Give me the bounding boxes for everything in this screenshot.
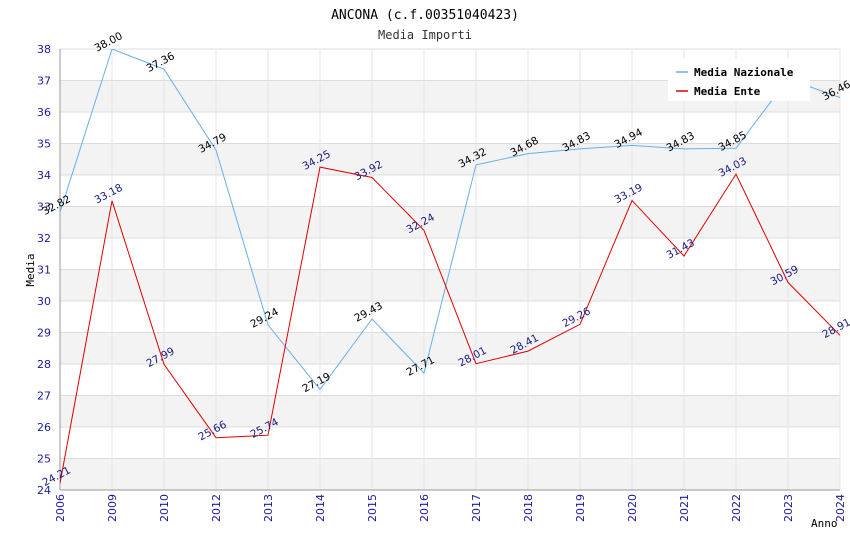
- band-32: [60, 206, 840, 238]
- y-tick-label: 30: [37, 295, 51, 308]
- y-tick-labels: 24 25 26 27 28 29 30 31 32 33 34 35 36 37 38: [37, 43, 51, 497]
- plot-background-bands: [60, 49, 840, 490]
- y-tick-label: 33: [37, 201, 51, 214]
- band-35: [60, 112, 840, 144]
- x-tick-label: 2020: [626, 494, 639, 522]
- band-28: [60, 332, 840, 364]
- series-line-1: [60, 166, 840, 484]
- legend-box: [668, 59, 810, 101]
- chart-title: ANCONA (c.f.00351040423): [331, 8, 519, 23]
- legend-label-ente: Media Ente: [694, 85, 761, 98]
- x-tick-label: 2018: [522, 494, 535, 522]
- band-27: [60, 364, 840, 396]
- x-tick-label: 2006: [54, 494, 67, 522]
- y-tick-label: 32: [37, 232, 51, 245]
- band-31: [60, 238, 840, 270]
- x-tick-label: 2009: [106, 494, 119, 522]
- y-tick-label: 34: [37, 169, 51, 182]
- series-lines: [60, 49, 840, 484]
- x-tick-label: 2021: [678, 494, 691, 522]
- band-26: [60, 395, 840, 427]
- x-tick-label: 2022: [730, 494, 743, 522]
- x-tick-label: 2017: [470, 494, 483, 522]
- series-line-0: [60, 49, 840, 391]
- y-tick-label: 38: [37, 43, 51, 56]
- x-tick-label: 2013: [262, 494, 275, 522]
- band-33: [60, 175, 840, 207]
- y-axis-label: Media: [24, 253, 37, 286]
- x-tick-label: 2014: [314, 494, 327, 522]
- x-tick-label: 2012: [210, 494, 223, 522]
- x-tick-labels: 2006 2009 2010 2012 2013 2014 2015 2016 2017 2018…: [54, 494, 847, 522]
- x-tick-label: 2016: [418, 494, 431, 522]
- x-axis-label: Anno: [811, 517, 838, 530]
- x-tick-label: 2024: [834, 494, 847, 522]
- x-tick-label: 2015: [366, 494, 379, 522]
- y-tick-label: 36: [37, 106, 51, 119]
- y-tick-label: 27: [37, 390, 51, 403]
- y-tick-label: 37: [37, 75, 51, 88]
- legend-label-nazionale: Media Nazionale: [694, 66, 794, 79]
- x-tick-label: 2019: [574, 494, 587, 522]
- y-tick-label: 35: [37, 138, 51, 151]
- y-tick-label: 31: [37, 264, 51, 277]
- band-25: [60, 427, 840, 459]
- x-tick-label: 2010: [158, 494, 171, 522]
- y-tick-label: 28: [37, 358, 51, 371]
- band-29: [60, 301, 840, 333]
- legend: Media Nazionale Media Ente: [668, 59, 810, 101]
- y-tick-label: 26: [37, 421, 51, 434]
- x-tick-label: 2023: [782, 494, 795, 522]
- y-tick-label: 24: [37, 484, 51, 497]
- y-tick-label: 29: [37, 327, 51, 340]
- y-tick-label: 25: [37, 453, 51, 466]
- band-24: [60, 458, 840, 490]
- chart-subtitle: Media Importi: [378, 28, 472, 42]
